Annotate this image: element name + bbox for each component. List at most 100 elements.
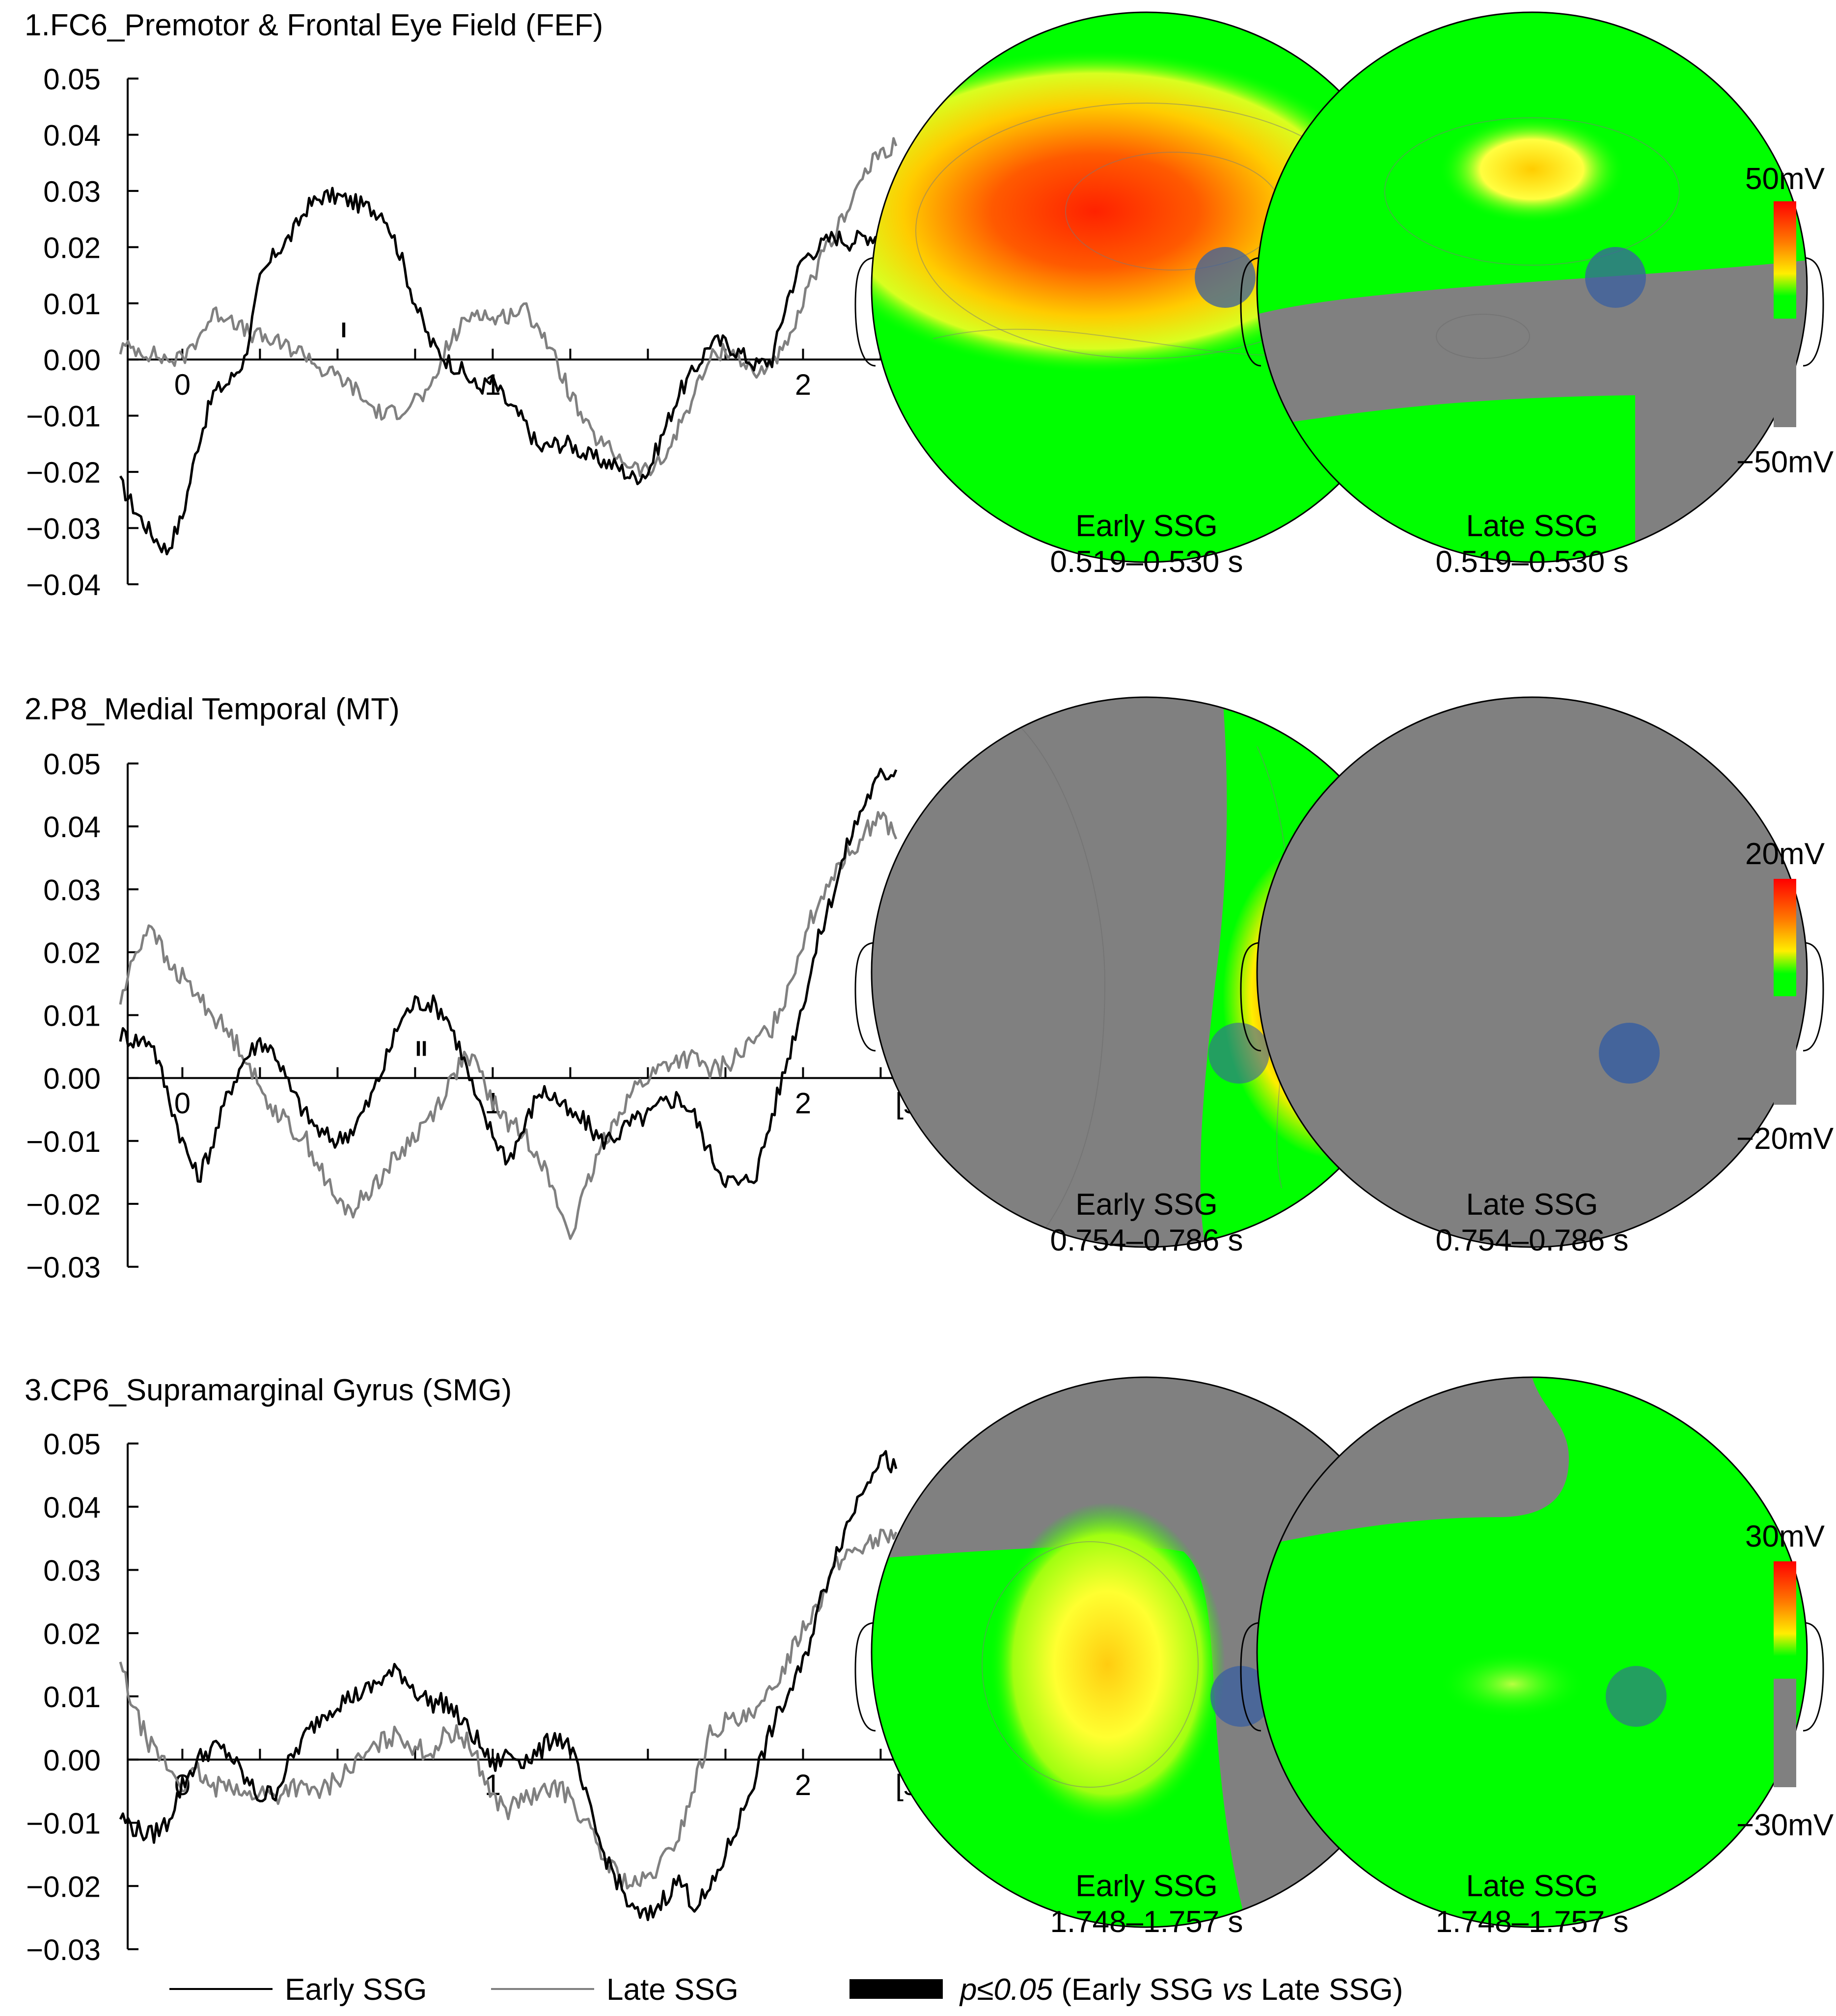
y-tick-label: 0.04: [43, 119, 101, 152]
series-late-ssg: [119, 1528, 898, 1890]
y-tick-label: 0.03: [43, 873, 101, 906]
topomap-label: Late SSG: [1466, 509, 1598, 543]
legend: Early SSG Late SSG p≤0.05 (Early SSG vs …: [169, 1973, 1403, 2007]
electrode-marker: [1585, 247, 1646, 308]
legend-sig-vs: vs: [1222, 1973, 1253, 2007]
colorbar-min: −50mV: [1736, 445, 1834, 479]
y-tick-label: 0.02: [43, 1617, 101, 1650]
significance-marker: I: [341, 318, 347, 342]
topomap-late: Late SSG 1.748–1.757 s: [1240, 1376, 1824, 1939]
y-tick-label: −0.04: [26, 569, 101, 601]
topomap-time: 0.754–0.786 s: [1050, 1224, 1243, 1257]
y-tick-label: 0.05: [43, 63, 101, 96]
topomap-time: 0.519–0.530 s: [1435, 545, 1628, 579]
y-tick-label: −0.02: [26, 456, 101, 489]
panel-title: 3.CP6_Supramarginal Gyrus (SMG): [25, 1373, 512, 1407]
y-tick-label: 0.00: [43, 344, 101, 377]
y-tick-label: 0.04: [43, 1491, 101, 1524]
colorbar-gradient: [1774, 1561, 1796, 1787]
legend-late-label: Late SSG: [606, 1973, 739, 2007]
legend-sig-rest-1: (Early SSG: [1053, 1973, 1222, 2007]
y-tick-label: 0.00: [43, 1062, 101, 1095]
panel-title: 2.P8_Medial Temporal (MT): [25, 692, 400, 726]
left-ear-icon: [1240, 257, 1261, 367]
colorbar-min: −30mV: [1736, 1808, 1834, 1842]
colorbar-max: 30mV: [1745, 1520, 1825, 1553]
topomap-label: Late SSG: [1466, 1188, 1598, 1222]
legend-sig-p: p≤0.05: [959, 1973, 1053, 2007]
significance-marker: II: [415, 1037, 427, 1061]
x-tick-label: 2: [795, 368, 811, 401]
electrode-marker: [1599, 1023, 1660, 1084]
electrode-marker: [1195, 247, 1256, 308]
right-ear-icon: [1803, 1622, 1824, 1732]
legend-significance-swatch: [849, 1979, 943, 1999]
x-tick-label: 1: [485, 368, 501, 401]
line-chart: 0.050.040.030.020.010.00−0.01−0.02−0.030…: [26, 1428, 927, 1966]
colorbar-max: 20mV: [1745, 837, 1825, 871]
y-tick-label: −0.03: [26, 1251, 101, 1284]
y-tick-label: −0.01: [26, 1807, 101, 1840]
panel-p8: 2.P8_Medial Temporal (MT) 0.05 0.04 0.03 0.…: [25, 692, 1834, 1284]
colorbar-max: 50mV: [1745, 162, 1825, 196]
head-outline: [1256, 11, 1808, 563]
colorbar: 30mV −30mV: [1736, 1520, 1834, 1842]
y-tick-label: −0.03: [26, 513, 101, 545]
left-ear-icon: [854, 1622, 876, 1732]
activation-hotspot: [989, 1502, 1225, 1826]
topomap-late: Late SSG 0.519–0.530 s: [1240, 11, 1824, 579]
y-tick-label: −0.02: [26, 1870, 101, 1903]
topomap-time: 1.748–1.757 s: [1435, 1905, 1628, 1939]
colorbar-gradient: [1774, 201, 1796, 427]
x-tick-label: 0: [174, 1087, 191, 1120]
y-tick-label: −0.02: [26, 1188, 101, 1221]
topomap-label: Early SSG: [1075, 1188, 1217, 1222]
colorbar-min: −20mV: [1736, 1122, 1834, 1156]
colorbar: 50mV −50mV: [1736, 162, 1834, 479]
y-tick-label: 0.03: [43, 175, 101, 208]
series-late-ssg: [119, 137, 898, 477]
y-tick-label: 0.00: [43, 1744, 101, 1777]
x-tick-label: 2: [795, 1769, 811, 1801]
y-tick-label: 0.05: [43, 1428, 101, 1461]
line-chart: 0.050.040.030.020.010.00−0.01−0.02−0.030…: [26, 748, 927, 1284]
left-ear-icon: [854, 257, 876, 367]
legend-significance-label: p≤0.05 (Early SSG vs Late SSG): [959, 1973, 1403, 2007]
series-early-ssg: [119, 187, 897, 556]
topomap-time: 0.754–0.786 s: [1435, 1224, 1628, 1257]
topomap-label: Late SSG: [1466, 1869, 1598, 1903]
x-tick-label: 0: [174, 368, 191, 401]
y-tick-label: 0.03: [43, 1554, 101, 1587]
series-late-ssg: [119, 811, 898, 1240]
right-ear-icon: [1803, 257, 1824, 367]
legend-early-label: Early SSG: [285, 1973, 427, 2007]
panel-fc6: 1.FC6_Premotor & Frontal Eye Field (FEF)…: [25, 8, 1834, 601]
activation-hotspot: [1439, 115, 1625, 223]
electrode-marker: [1210, 1666, 1271, 1727]
line-chart: 0.05 0.04 0.03 0.02 0.01 0.00 −0.01 −0.02 −0.03 −…: [26, 63, 927, 601]
legend-sig-rest-2: Late SSG): [1253, 1973, 1403, 2007]
series-early-ssg: [119, 767, 898, 1188]
y-tick-label: 0.05: [43, 748, 101, 781]
right-ear-icon: [1803, 942, 1824, 1052]
colorbar-gradient: [1774, 879, 1796, 1105]
left-ear-icon: [1240, 1622, 1261, 1732]
series-early-ssg: [119, 1450, 898, 1921]
panel-cp6: 3.CP6_Supramarginal Gyrus (SMG) 0.05 0.04…: [25, 1373, 1834, 1966]
colorbar: 20mV −20mV: [1736, 837, 1834, 1156]
y-tick-label: 0.01: [43, 1000, 101, 1033]
topomap-time: 0.519–0.530 s: [1050, 545, 1243, 579]
panel-title: 1.FC6_Premotor & Frontal Eye Field (FEF): [25, 8, 603, 42]
activation-hotspot: [1439, 1650, 1586, 1718]
y-tick-label: 0.01: [43, 1681, 101, 1714]
y-tick-label: −0.03: [26, 1934, 101, 1966]
y-tick-label: −0.01: [26, 1125, 101, 1158]
y-tick-label: −0.01: [26, 400, 101, 433]
y-tick-label: 0.02: [43, 231, 101, 264]
left-ear-icon: [854, 942, 876, 1052]
topomap-late: Late SSG 0.754–0.786 s: [1240, 696, 1824, 1257]
topomap-label: Early SSG: [1075, 1869, 1217, 1903]
y-tick-label: 0.04: [43, 811, 101, 844]
electrode-marker: [1606, 1666, 1667, 1727]
